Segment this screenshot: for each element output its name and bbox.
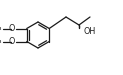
Text: OH: OH — [83, 28, 95, 37]
Text: CH₃: CH₃ — [0, 38, 2, 44]
Text: CH₃: CH₃ — [0, 25, 2, 31]
Text: O: O — [9, 37, 15, 46]
Text: O: O — [9, 24, 15, 33]
